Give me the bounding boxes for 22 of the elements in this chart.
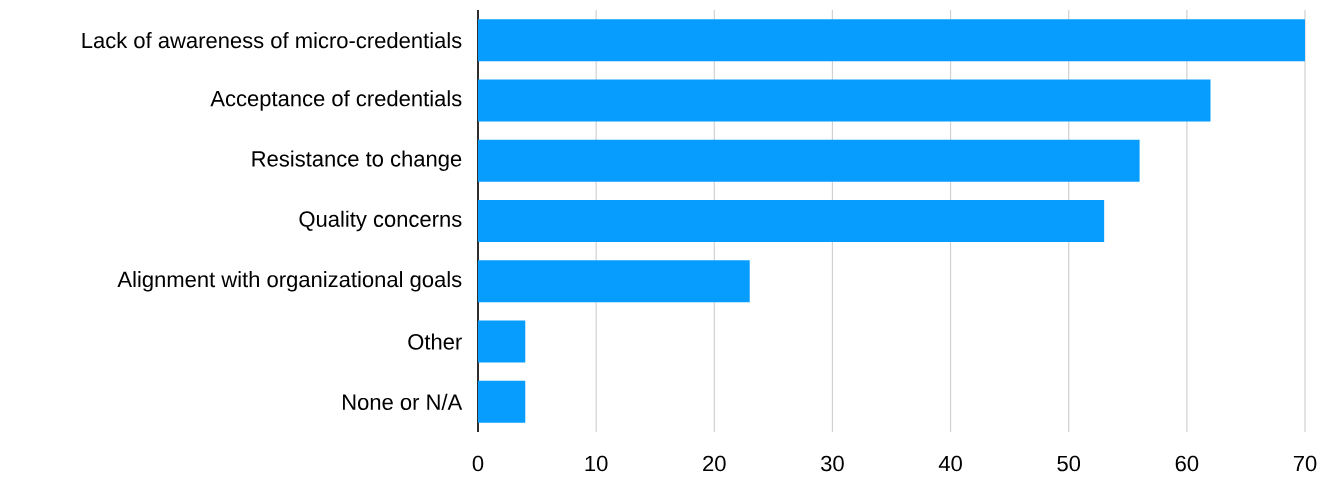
bar xyxy=(478,19,1305,62)
bar xyxy=(478,200,1105,243)
y-tick-label: Acceptance of credentials xyxy=(210,90,462,111)
y-tick-label: Resistance to change xyxy=(252,150,462,172)
x-tick-label: 10 xyxy=(585,455,608,472)
x-tick-label: 70 xyxy=(1293,455,1317,472)
x-tick-label: 50 xyxy=(1057,455,1081,472)
x-tick-label: 30 xyxy=(821,455,844,472)
y-tick-label: Quality concerns xyxy=(299,210,462,232)
x-tick-label: 20 xyxy=(703,455,726,472)
x-tick-label: 40 xyxy=(938,455,962,472)
bar xyxy=(478,320,526,363)
x-tick-label: 0 xyxy=(472,455,484,472)
y-tick-label: Alignment with organizational goals xyxy=(117,271,462,292)
bar xyxy=(478,79,1211,122)
y-tick-label: None or N/A xyxy=(343,393,463,411)
bar xyxy=(478,260,750,303)
x-tick-label: 60 xyxy=(1175,455,1199,472)
bar xyxy=(478,381,526,424)
y-tick-label: Other xyxy=(408,333,462,350)
bar xyxy=(478,139,1140,182)
y-tick-label: Lack of awareness of micro-credentials xyxy=(82,32,462,49)
